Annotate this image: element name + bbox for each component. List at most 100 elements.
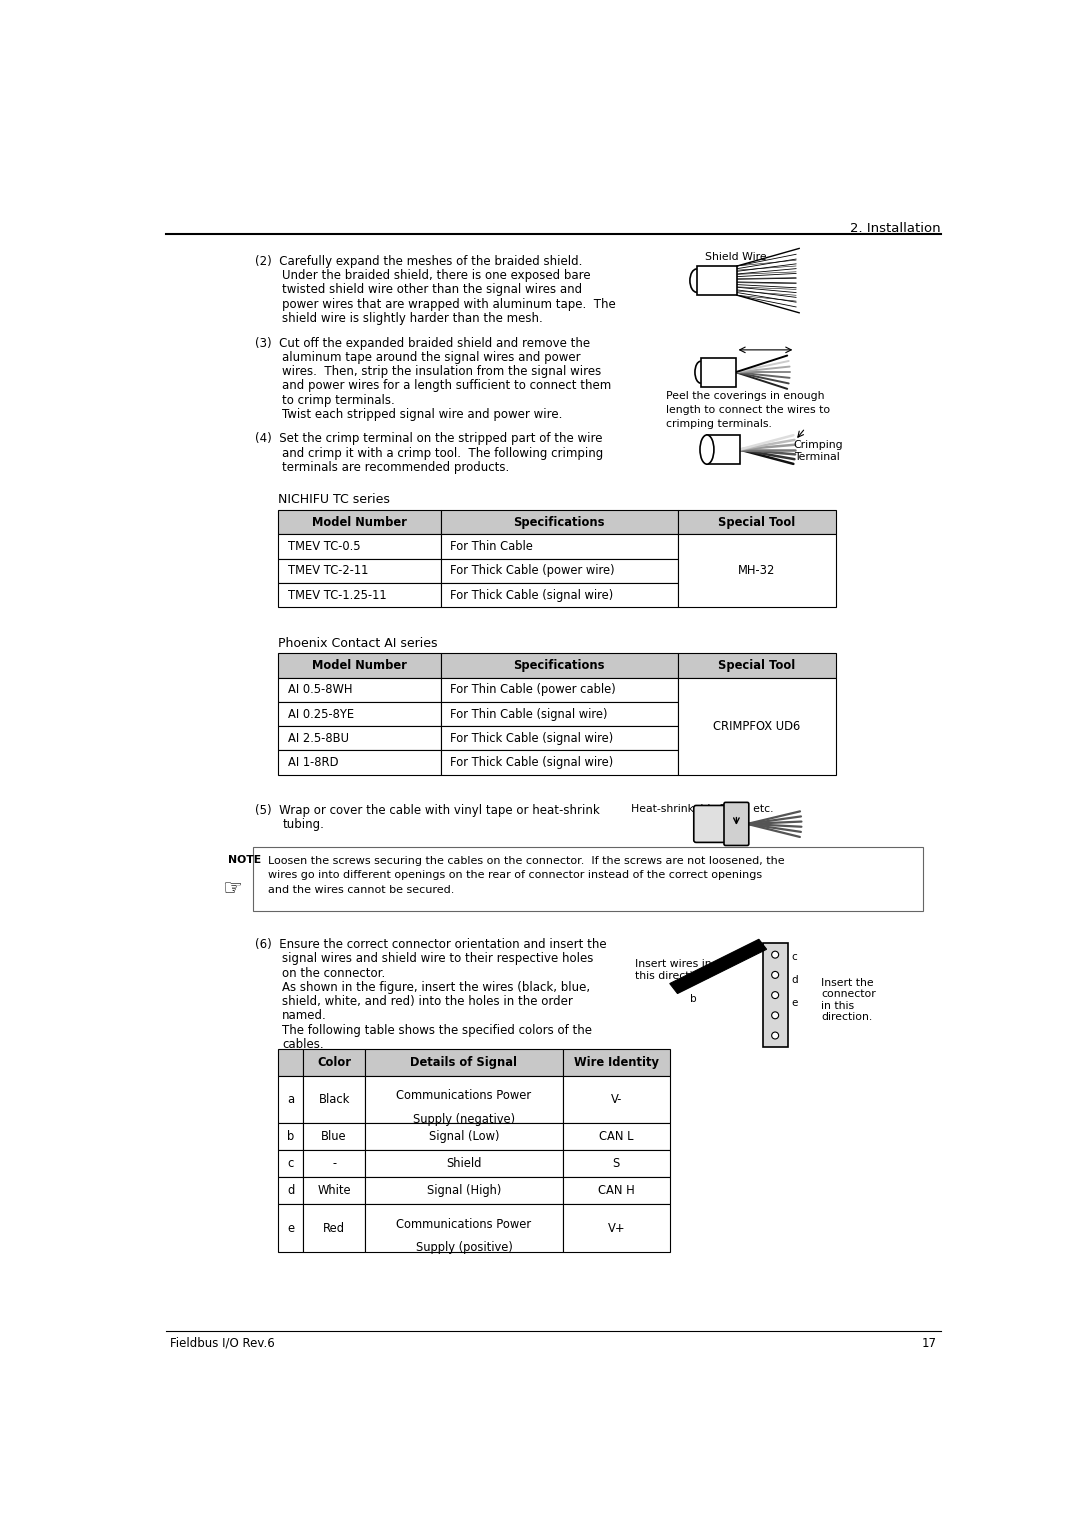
Bar <box>677 678 836 775</box>
Text: a: a <box>287 1093 295 1106</box>
Bar <box>563 1151 670 1178</box>
Text: e: e <box>287 1222 295 1235</box>
Text: For Thin Cable (power cable): For Thin Cable (power cable) <box>450 683 617 697</box>
Text: For Thin Cable (signal wire): For Thin Cable (signal wire) <box>450 707 608 721</box>
Text: Wire Identity: Wire Identity <box>573 1056 659 1068</box>
Bar <box>279 559 441 584</box>
Text: Crimping: Crimping <box>794 440 843 449</box>
Bar <box>303 1048 365 1076</box>
Bar <box>365 1151 563 1178</box>
Text: Specifications: Specifications <box>514 659 605 672</box>
Text: Signal (Low): Signal (Low) <box>429 1131 499 1143</box>
Bar <box>365 1204 563 1251</box>
Text: in this: in this <box>821 1001 854 1012</box>
Text: e: e <box>792 998 798 1008</box>
Text: d: d <box>287 1184 295 1198</box>
Text: -: - <box>333 1157 336 1170</box>
Text: Communications Power: Communications Power <box>396 1218 531 1230</box>
Bar <box>279 654 441 678</box>
Text: AI 0.25-8YE: AI 0.25-8YE <box>287 707 354 721</box>
Text: AI 2.5-8BU: AI 2.5-8BU <box>287 732 349 744</box>
Text: tubing.: tubing. <box>282 817 324 831</box>
Circle shape <box>772 1012 779 1019</box>
Circle shape <box>772 1031 779 1039</box>
Bar <box>441 535 677 559</box>
Bar <box>441 510 677 535</box>
Text: Special Tool: Special Tool <box>718 659 796 672</box>
Text: shield wire is slightly harder than the mesh.: shield wire is slightly harder than the … <box>282 312 543 325</box>
Text: Twist each stripped signal wire and power wire.: Twist each stripped signal wire and powe… <box>282 408 563 420</box>
Text: Specifications: Specifications <box>514 516 605 529</box>
Bar <box>563 1204 670 1251</box>
Text: Signal (High): Signal (High) <box>427 1184 501 1198</box>
Text: For Thick Cable (signal wire): For Thick Cable (signal wire) <box>450 732 613 744</box>
Bar <box>365 1048 563 1076</box>
Text: twisted shield wire other than the signal wires and: twisted shield wire other than the signa… <box>282 284 582 296</box>
Text: Loosen the screws securing the cables on the connector.  If the screws are not l: Loosen the screws securing the cables on… <box>268 856 785 866</box>
Bar <box>701 358 735 387</box>
Text: For Thick Cable (signal wire): For Thick Cable (signal wire) <box>450 756 613 769</box>
Text: For Thick Cable (signal wire): For Thick Cable (signal wire) <box>450 588 613 602</box>
Bar <box>279 1204 303 1251</box>
Text: power wires that are wrapped with aluminum tape.  The: power wires that are wrapped with alumin… <box>282 298 616 310</box>
Text: (2)  Carefully expand the meshes of the braided shield.: (2) Carefully expand the meshes of the b… <box>255 255 582 267</box>
Bar <box>279 726 441 750</box>
Text: (3)  Cut off the expanded braided shield and remove the: (3) Cut off the expanded braided shield … <box>255 336 591 350</box>
Bar <box>563 1123 670 1151</box>
Bar <box>441 726 677 750</box>
Bar <box>441 750 677 775</box>
Bar <box>279 1048 303 1076</box>
Text: NOTE: NOTE <box>228 854 261 865</box>
Text: Under the braided shield, there is one exposed bare: Under the braided shield, there is one e… <box>282 269 591 283</box>
Text: b: b <box>287 1131 295 1143</box>
Text: aluminum tape around the signal wires and power: aluminum tape around the signal wires an… <box>282 351 581 364</box>
Text: signal wires and shield wire to their respective holes: signal wires and shield wire to their re… <box>282 952 594 966</box>
Bar <box>441 559 677 584</box>
Bar <box>563 1178 670 1204</box>
Text: Fieldbus I/O Rev.6: Fieldbus I/O Rev.6 <box>170 1337 274 1349</box>
Text: terminals are recommended products.: terminals are recommended products. <box>282 461 510 474</box>
Bar <box>279 1076 303 1123</box>
Text: AI 0.5-8WH: AI 0.5-8WH <box>287 683 352 697</box>
Text: c: c <box>287 1157 294 1170</box>
Text: Model Number: Model Number <box>312 516 407 529</box>
Bar <box>303 1123 365 1151</box>
Circle shape <box>772 992 779 999</box>
Text: Details of Signal: Details of Signal <box>410 1056 517 1068</box>
Bar <box>365 1178 563 1204</box>
Text: Insert the: Insert the <box>821 978 874 989</box>
FancyBboxPatch shape <box>724 802 748 845</box>
Text: connector: connector <box>821 990 876 999</box>
Text: TMEV TC-2-11: TMEV TC-2-11 <box>287 564 368 578</box>
Text: Insert wires in: Insert wires in <box>635 960 712 969</box>
Bar <box>279 678 441 701</box>
Bar <box>279 1178 303 1204</box>
Text: length to connect the wires to: length to connect the wires to <box>666 405 831 416</box>
Bar <box>677 535 836 607</box>
Text: this direction.: this direction. <box>635 970 710 981</box>
Text: Communications Power: Communications Power <box>396 1089 531 1102</box>
Text: b: b <box>690 993 697 1004</box>
Text: Supply (negative): Supply (negative) <box>413 1112 515 1126</box>
Text: Heat-shrinkable Tube, etc.: Heat-shrinkable Tube, etc. <box>631 804 773 814</box>
Bar <box>279 750 441 775</box>
Bar <box>365 1076 563 1123</box>
Bar <box>441 701 677 726</box>
Text: AI 1-8RD: AI 1-8RD <box>287 756 338 769</box>
Text: (4)  Set the crimp terminal on the stripped part of the wire: (4) Set the crimp terminal on the stripp… <box>255 432 603 446</box>
Text: 17: 17 <box>922 1337 937 1349</box>
Text: Phoenix Contact AI series: Phoenix Contact AI series <box>279 637 437 649</box>
FancyBboxPatch shape <box>693 805 728 842</box>
Text: (5)  Wrap or cover the cable with vinyl tape or heat-shrink: (5) Wrap or cover the cable with vinyl t… <box>255 804 599 817</box>
Text: As shown in the figure, insert the wires (black, blue,: As shown in the figure, insert the wires… <box>282 981 591 993</box>
Bar <box>441 678 677 701</box>
Bar <box>762 943 787 1047</box>
Text: Shield Wire: Shield Wire <box>704 252 766 261</box>
Text: TMEV TC-1.25-11: TMEV TC-1.25-11 <box>287 588 387 602</box>
Text: Peel the coverings in enough: Peel the coverings in enough <box>666 391 824 400</box>
Bar <box>707 435 740 465</box>
Bar <box>279 701 441 726</box>
Text: Color: Color <box>318 1056 351 1068</box>
Bar <box>303 1151 365 1178</box>
Bar <box>279 1151 303 1178</box>
